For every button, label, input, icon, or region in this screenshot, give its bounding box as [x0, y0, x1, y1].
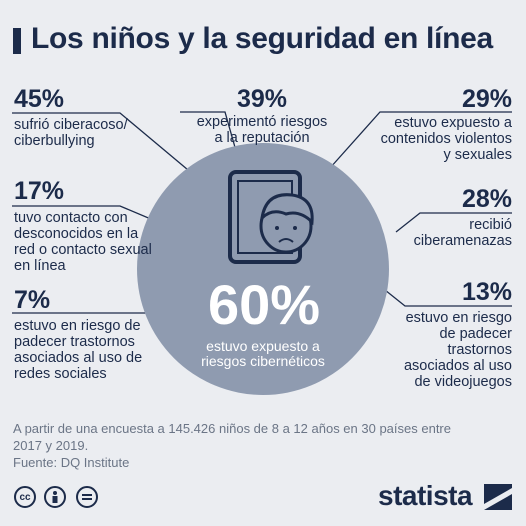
center-value: 60% [207, 273, 321, 336]
stat-29-value: 29% [461, 85, 512, 113]
stat-45-label: sufrió ciberacoso/ ciberbullying [14, 117, 128, 149]
stat-28-label: recibió ciberamenazas [413, 217, 512, 249]
stat-39-value: 39% [236, 85, 288, 113]
source-note: Fuente: DQ Institute [13, 455, 130, 470]
stat-13-label: estuvo en riesgo de padecer trastornos a… [403, 310, 512, 390]
page-title: Los niños y la seguridad en línea [31, 22, 493, 55]
stat-29-label: estuvo expuesto a contenidos violentos y… [380, 115, 512, 163]
center-label: estuvo expuesto a riesgos cibernéticos [201, 338, 325, 369]
stat-39-label: experimentó riesgos a la reputación [196, 114, 328, 146]
statista-logo-mark-icon [484, 484, 512, 510]
cc-icon[interactable]: cc [14, 486, 36, 508]
person-icon[interactable] [44, 486, 66, 508]
stat-45-value: 45% [14, 85, 65, 113]
title-accent-bar [13, 28, 21, 54]
center-circle [137, 143, 389, 395]
stat-28-value: 28% [461, 185, 512, 213]
footnote: A partir de una encuesta a 145.426 niños… [13, 421, 451, 453]
connector-13 [384, 289, 512, 307]
stat-7-value: 7% [14, 286, 51, 314]
stat-17-label: tuvo contacto con desconocidos en la red… [14, 210, 152, 274]
connector-29 [329, 111, 512, 169]
connector-28 [395, 212, 512, 233]
statista-logo[interactable]: statista [378, 480, 473, 511]
stat-7-label: estuvo en riesgo de padecer trastornos a… [14, 318, 143, 382]
connector-45 [12, 112, 201, 181]
stat-13-value: 13% [461, 278, 512, 306]
equal-icon[interactable] [76, 486, 98, 508]
stat-17-value: 17% [14, 177, 65, 205]
sad-child-icon [259, 193, 314, 254]
